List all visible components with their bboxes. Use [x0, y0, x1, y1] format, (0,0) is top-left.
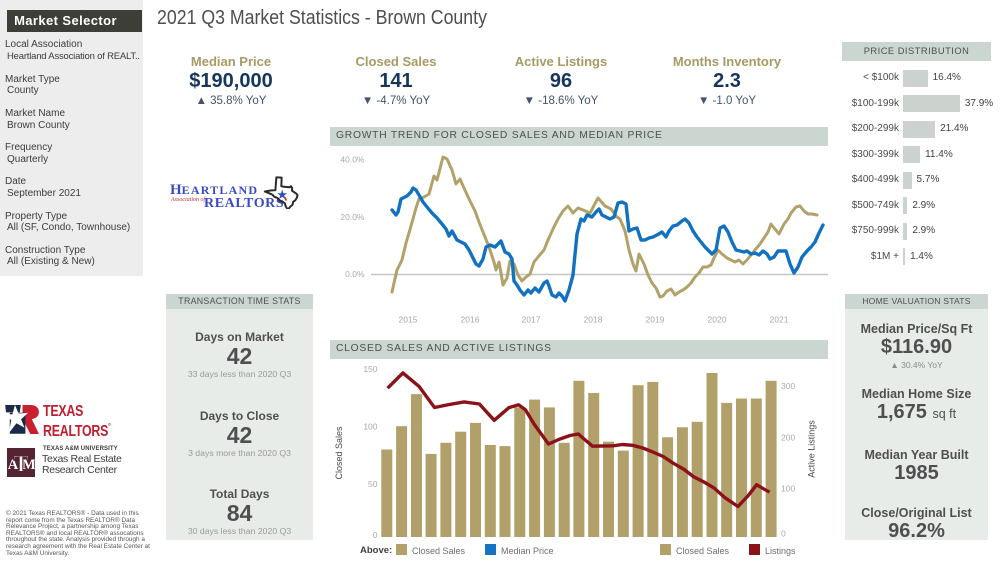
svg-text:2016: 2016 — [461, 315, 480, 325]
svg-text:A: A — [8, 457, 19, 473]
svg-text:T: T — [13, 452, 28, 477]
svg-text:50: 50 — [368, 479, 378, 489]
svg-text:20.0%: 20.0% — [340, 212, 365, 222]
svg-text:100: 100 — [363, 422, 377, 432]
svg-text:M: M — [22, 457, 35, 473]
svg-text:★: ★ — [276, 187, 288, 202]
svg-text:2019: 2019 — [646, 315, 665, 325]
svg-text:200: 200 — [781, 433, 795, 443]
svg-text:Closed Sales: Closed Sales — [334, 426, 344, 480]
svg-text:300: 300 — [781, 381, 795, 391]
svg-text:0: 0 — [781, 529, 786, 539]
svg-text:40.0%: 40.0% — [340, 155, 365, 165]
svg-text:100: 100 — [781, 484, 795, 494]
svg-text:2018: 2018 — [584, 315, 603, 325]
svg-text:150: 150 — [363, 364, 377, 374]
svg-text:2017: 2017 — [522, 315, 541, 325]
svg-text:0: 0 — [373, 530, 378, 540]
svg-text:0.0%: 0.0% — [345, 269, 365, 279]
svg-text:2015: 2015 — [399, 315, 418, 325]
svg-text:2021: 2021 — [770, 315, 789, 325]
svg-text:2020: 2020 — [708, 315, 727, 325]
svg-text:Active Listings: Active Listings — [807, 420, 817, 478]
